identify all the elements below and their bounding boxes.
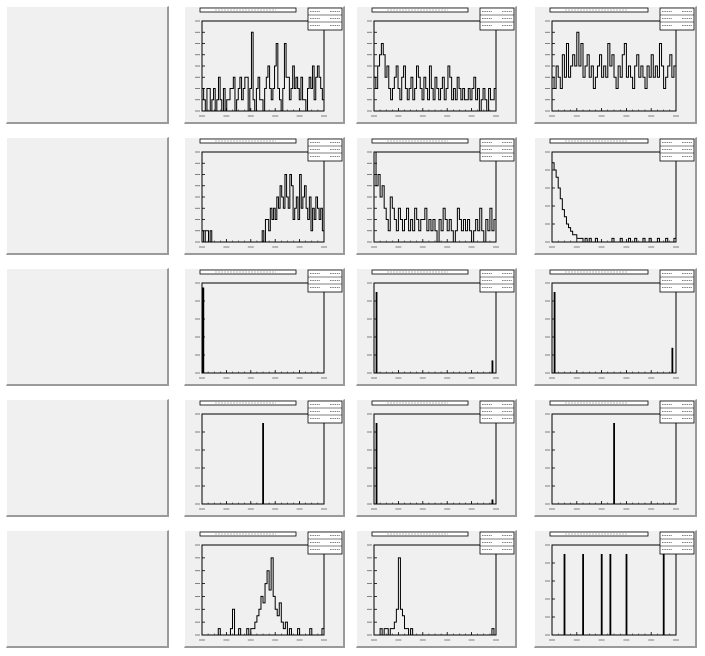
- histogram-spike: [625, 554, 628, 635]
- plot-frame: [373, 282, 497, 374]
- plot-frame: [373, 413, 497, 505]
- plot-frame: [551, 282, 677, 374]
- histogram-svg: [367, 7, 515, 117]
- histogram-line: [202, 557, 325, 636]
- histogram-spike: [582, 554, 584, 635]
- stats-box: [307, 138, 343, 162]
- stats-box: [307, 7, 343, 31]
- histogram-line: [373, 43, 497, 112]
- histogram-spike: [375, 423, 378, 504]
- histogram-pad: [356, 6, 517, 124]
- histogram-spike: [491, 360, 494, 373]
- histogram-svg: [545, 400, 695, 510]
- stats-box: [659, 531, 695, 555]
- histogram-svg: [195, 269, 343, 379]
- histogram-spike: [671, 347, 674, 373]
- histogram-svg: [545, 7, 695, 117]
- blank-pad: [6, 137, 169, 255]
- histogram-spike: [613, 423, 615, 504]
- histogram-pad: [534, 530, 697, 648]
- histogram-svg: [195, 531, 343, 641]
- plot-frame: [551, 151, 677, 243]
- histogram-svg: [195, 400, 343, 510]
- stats-box: [479, 269, 515, 293]
- histogram-svg: [545, 269, 695, 379]
- blank-pad: [6, 530, 169, 648]
- blank-pad: [6, 6, 169, 124]
- histogram-pad: [356, 268, 517, 386]
- histogram-pad: [534, 137, 697, 255]
- stats-box: [659, 400, 695, 424]
- histogram-svg: [367, 531, 515, 641]
- histogram-spike: [563, 554, 566, 635]
- histogram-line: [551, 31, 677, 111]
- histogram-svg: [195, 7, 343, 117]
- plot-frame: [201, 282, 325, 374]
- histogram-line: [201, 31, 325, 112]
- histogram-spike: [202, 287, 205, 373]
- histogram-pad: [356, 399, 517, 517]
- stats-box: [479, 7, 515, 31]
- stats-box: [307, 400, 343, 424]
- histogram-svg: [195, 138, 343, 248]
- stats-box: [307, 269, 343, 293]
- histogram-line: [201, 174, 325, 243]
- histogram-spike: [491, 499, 494, 504]
- histogram-line: [551, 162, 677, 243]
- plot-frame: [373, 544, 497, 636]
- histogram-spike: [662, 554, 665, 635]
- histogram-svg: [545, 138, 695, 248]
- histogram-spike: [375, 292, 378, 373]
- histogram-svg: [545, 531, 695, 641]
- histogram-line: [373, 151, 497, 243]
- blank-pad: [6, 399, 169, 517]
- stats-box: [307, 531, 343, 555]
- histogram-spike: [262, 423, 264, 504]
- histogram-line: [374, 557, 496, 636]
- histogram-pad: [534, 268, 697, 386]
- stats-box: [659, 138, 695, 162]
- blank-pad: [6, 268, 169, 386]
- histogram-spike: [553, 292, 556, 373]
- histogram-svg: [367, 400, 515, 510]
- histogram-pad: [534, 399, 697, 517]
- plot-frame: [551, 544, 677, 636]
- stats-box: [479, 400, 515, 424]
- histogram-pad: [184, 6, 345, 124]
- histogram-spike: [600, 554, 603, 635]
- histogram-svg: [367, 138, 515, 248]
- histogram-pad: [356, 530, 517, 648]
- stats-box: [479, 531, 515, 555]
- histogram-pad: [356, 137, 517, 255]
- histogram-pad: [184, 530, 345, 648]
- stats-box: [659, 269, 695, 293]
- histogram-pad: [184, 399, 345, 517]
- histogram-pad: [184, 268, 345, 386]
- histogram-spike: [609, 554, 612, 635]
- stats-box: [479, 138, 515, 162]
- histogram-pad: [184, 137, 345, 255]
- stats-box: [659, 7, 695, 31]
- histogram-pad: [534, 6, 697, 124]
- histogram-svg: [367, 269, 515, 379]
- plot-frame: [201, 544, 325, 636]
